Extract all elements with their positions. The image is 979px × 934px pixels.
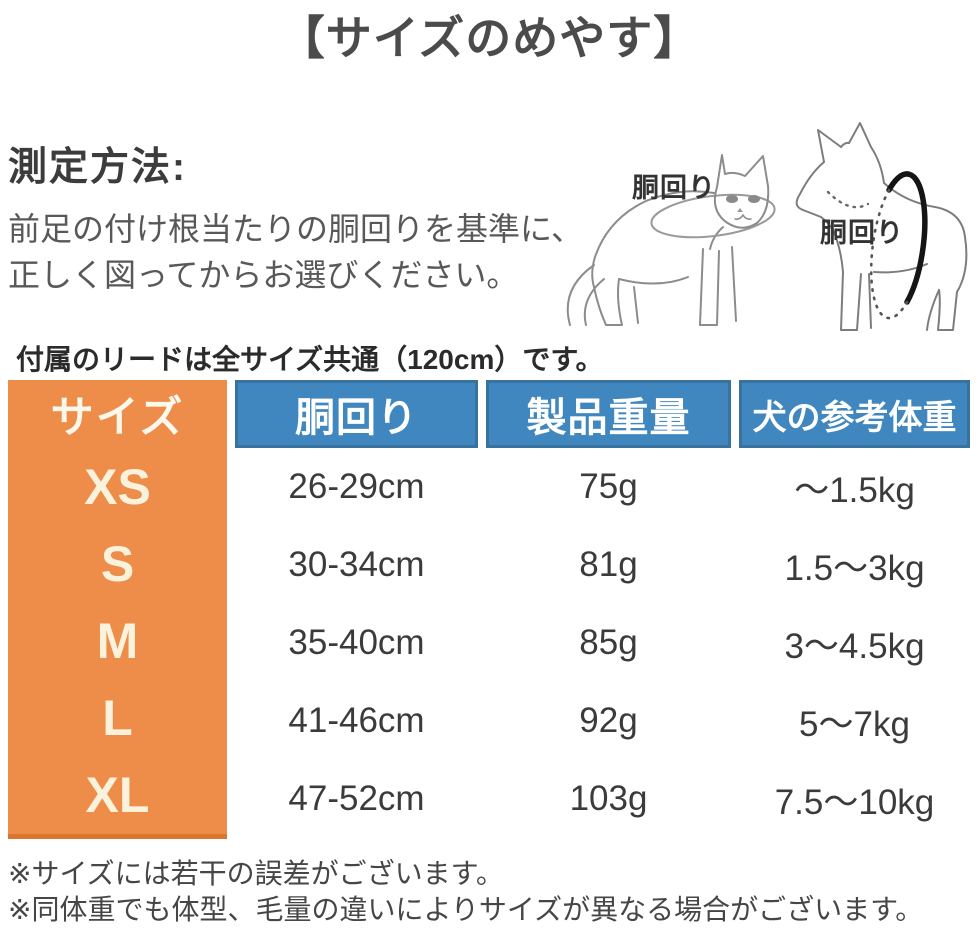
size-cell-s: S	[100, 535, 135, 592]
size-cell-xl: XL	[85, 767, 150, 824]
dog-weight-cell: 5～7kg	[799, 704, 910, 744]
weight-cell: 92g	[579, 701, 638, 740]
footnotes: ※サイズには若干の誤差がございます。 ※同体重でも体型、毛量の違いによりサイズが…	[8, 856, 923, 929]
table-header-product-weight: 製品重量	[486, 380, 731, 448]
size-cell-m: M	[96, 613, 139, 669]
footnote-2: ※同体重でも体型、毛量の違いによりサイズが異なる場合がございます。	[8, 894, 924, 926]
dog-weight-cell: 1.5～3kg	[784, 548, 925, 588]
measurement-line-1: 前足の付け根当たりの胴回りを基準に、	[8, 211, 584, 247]
girth-cell: 41-46cm	[288, 701, 425, 740]
dog-girth-label: 胴回り	[820, 218, 904, 248]
size-column: サイズ XS S M L XL	[8, 380, 227, 839]
cat-illustration	[562, 137, 782, 335]
table-header-dog-weight: 犬の参考体重	[739, 380, 970, 448]
dog-weight-cell: 7.5～10kg	[774, 782, 935, 822]
cat-girth-label: 胴回り	[632, 173, 716, 203]
size-cell-xs: XS	[84, 458, 151, 515]
measurement-line-2: 正しく図ってからお選びください。	[8, 257, 519, 294]
dog-illustration	[768, 120, 977, 336]
weight-cell: 85g	[579, 623, 638, 662]
table-header-size: サイズ	[50, 394, 185, 442]
girth-cell: 35-40cm	[288, 623, 425, 662]
weight-cell: 81g	[579, 545, 638, 584]
girth-cell: 30-34cm	[288, 545, 425, 584]
size-cell-l: L	[102, 690, 133, 747]
page-title: 【サイズのめやす】	[278, 12, 701, 64]
leash-note: 付属のリードは全サイズ共通（120cm）です。	[16, 344, 604, 375]
size-table-data: 胴回り 製品重量 犬の参考体重 26-29cm 75g ～1.5kg 30-34…	[235, 380, 970, 839]
footnote-1: ※サイズには若干の誤差がございます。	[8, 858, 504, 889]
weight-cell: 75g	[579, 467, 638, 506]
girth-cell: 26-29cm	[288, 467, 425, 506]
measurement-method-text: 前足の付け根当たりの胴回りを基準に、 正しく図ってからお選びください。	[8, 206, 608, 298]
measurement-method-heading: 測定方法:	[8, 146, 187, 189]
dog-weight-cell: ～1.5kg	[794, 470, 915, 510]
dog-weight-cell: 3～4.5kg	[784, 626, 925, 666]
weight-cell: 103g	[569, 779, 648, 818]
girth-cell: 47-52cm	[288, 779, 425, 818]
size-table: サイズ XS S M L XL 胴回り 製品重量 犬の参考体重 26-29cm …	[8, 380, 970, 839]
table-header-girth: 胴回り	[235, 380, 478, 448]
